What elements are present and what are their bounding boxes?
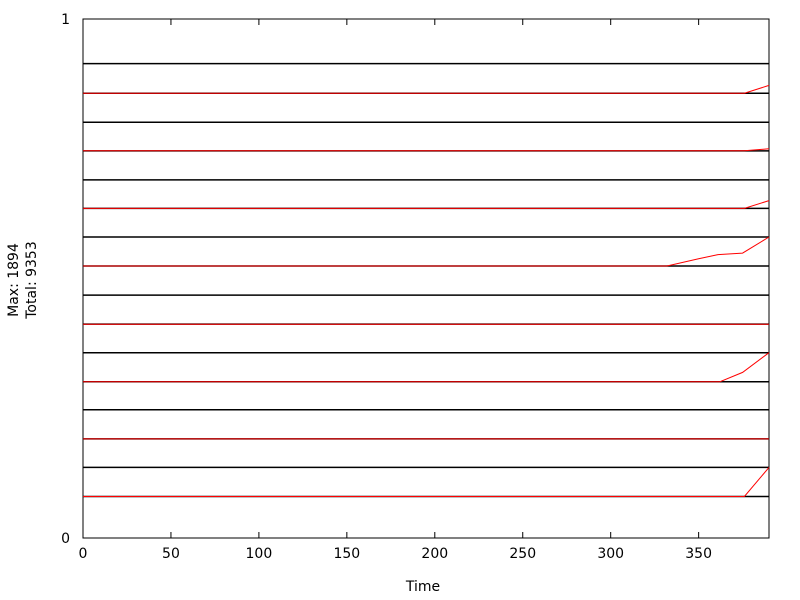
y-tick-label: 1 <box>61 12 70 28</box>
x-axis-ticks: 0 50 100 150 200 250 300 350 <box>79 19 712 562</box>
x-tick-label: 350 <box>685 546 712 562</box>
x-tick-label: 150 <box>333 546 360 562</box>
x-axis-label: Time <box>405 579 440 595</box>
y-axis-label-max: Max: 1894 <box>6 243 22 317</box>
y-tick-label: 0 <box>61 531 70 547</box>
y-axis-label-total: Total: 9353 <box>24 241 40 320</box>
series-line-6 <box>83 200 770 209</box>
band-lines <box>83 62 769 498</box>
plot-border <box>82 18 770 539</box>
x-tick-label: 300 <box>597 546 624 562</box>
x-tick-label: 50 <box>162 546 180 562</box>
series-line-5 <box>83 236 770 267</box>
x-tick-label: 0 <box>79 546 88 562</box>
x-tick-label: 100 <box>246 546 273 562</box>
series-line-3 <box>83 352 770 383</box>
plot-frame <box>82 18 770 539</box>
x-tick-label: 250 <box>509 546 536 562</box>
series-line-8 <box>83 84 770 94</box>
data-series <box>83 84 770 497</box>
x-tick-label: 200 <box>421 546 448 562</box>
series-line-7 <box>83 148 770 152</box>
y-axis-ticks: 01 <box>61 12 70 547</box>
series-line-1 <box>83 467 770 497</box>
